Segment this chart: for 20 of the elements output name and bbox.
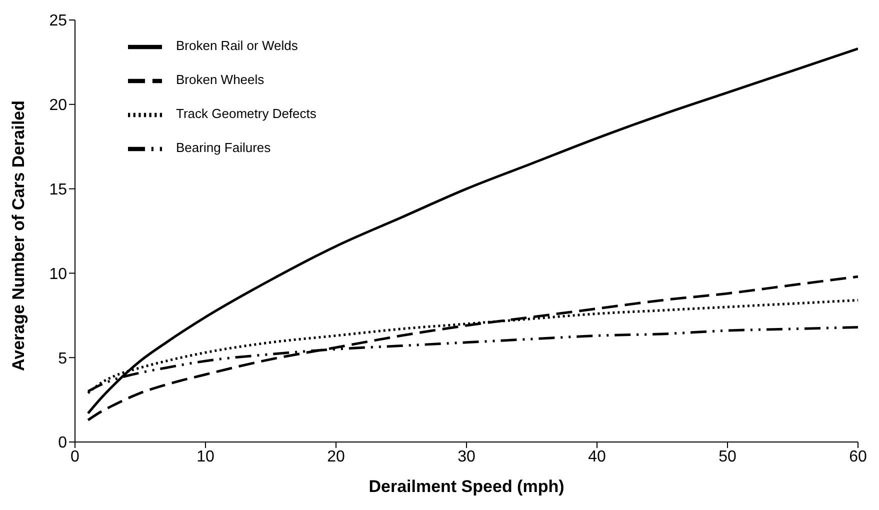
x-axis-title: Derailment Speed (mph)	[368, 477, 564, 496]
x-tick-label: 50	[718, 448, 736, 466]
y-tick-label: 5	[58, 350, 68, 368]
y-axis-title: Average Number of Cars Derailed	[9, 100, 28, 371]
y-tick-label: 0	[58, 434, 68, 452]
x-tick-label: 60	[849, 448, 867, 466]
x-tick-label: 0	[70, 448, 80, 466]
x-tick-label: 30	[458, 448, 476, 466]
legend-label: Track Geometry Defects	[176, 106, 316, 122]
legend-label: Bearing Failures	[176, 140, 271, 156]
y-tick-label: 20	[49, 97, 68, 114]
x-tick-label: 10	[196, 448, 214, 466]
x-tick-label: 20	[327, 448, 345, 466]
y-tick-label: 15	[49, 181, 68, 198]
y-tick-label: 10	[49, 266, 68, 283]
line-series	[86, 275, 858, 422]
x-tick-label: 40	[588, 448, 606, 466]
legend-label: Broken Rail or Welds	[176, 38, 298, 54]
y-tick-label: 25	[49, 12, 68, 30]
legend-label: Broken Wheels	[176, 72, 264, 88]
